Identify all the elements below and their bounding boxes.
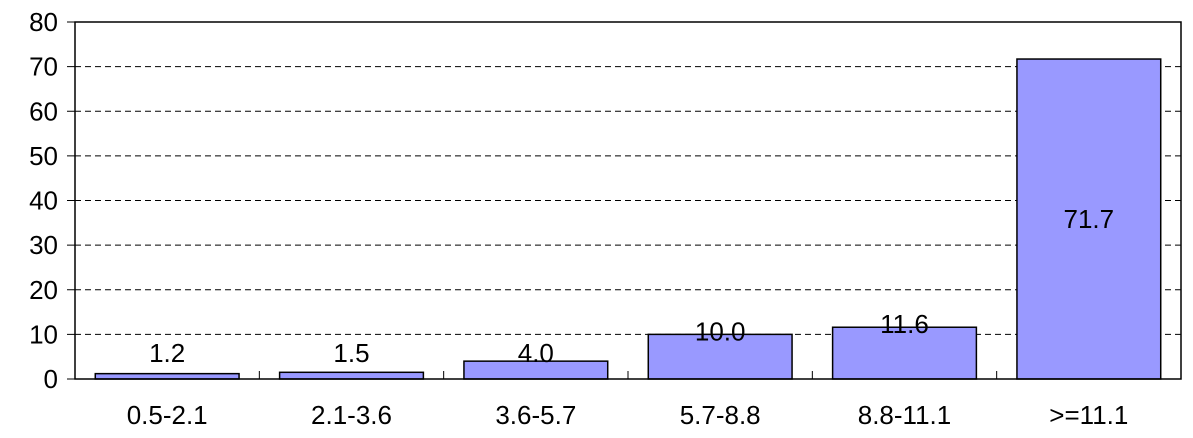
data-label: 1.2 — [149, 338, 185, 368]
x-tick-label: 3.6-5.7 — [495, 400, 576, 430]
y-axis-ticks: 0 10 20 30 40 50 60 70 80 — [29, 7, 75, 394]
y-tick-label: 70 — [29, 52, 58, 82]
bar — [94, 372, 240, 380]
data-labels: 1.2 1.5 4.0 10.0 11.6 71.7 — [149, 204, 1114, 368]
bar — [831, 326, 978, 380]
data-label: 1.5 — [333, 338, 369, 368]
x-tick-label: >=11.1 — [1049, 400, 1128, 430]
y-tick-label: 60 — [29, 96, 58, 126]
data-label: 11.6 — [880, 309, 929, 339]
x-tick-label: 5.7-8.8 — [680, 400, 761, 430]
y-tick-label: 40 — [29, 186, 58, 216]
bar — [647, 333, 793, 380]
bars — [94, 58, 1162, 380]
x-axis-ticks: 0.5-2.1 2.1-3.6 3.6-5.7 5.7-8.8 8.8-11.1 >=11… — [74, 371, 1182, 430]
data-label: 10.0 — [695, 316, 746, 346]
data-label: 71.7 — [1064, 204, 1115, 234]
y-tick-label: 10 — [29, 319, 58, 349]
y-tick-label: 30 — [29, 230, 58, 260]
x-tick-label: 0.5-2.1 — [127, 400, 208, 430]
y-tick-label: 0 — [44, 364, 58, 394]
x-tick-label: 8.8-11.1 — [858, 400, 951, 430]
y-tick-label: 80 — [29, 7, 58, 37]
x-tick-label: 2.1-3.6 — [311, 400, 392, 430]
data-label: 4.0 — [518, 338, 554, 368]
y-tick-label: 50 — [29, 141, 58, 171]
gridlines — [75, 66, 1181, 335]
bar — [278, 371, 425, 380]
y-tick-label: 20 — [29, 275, 58, 305]
